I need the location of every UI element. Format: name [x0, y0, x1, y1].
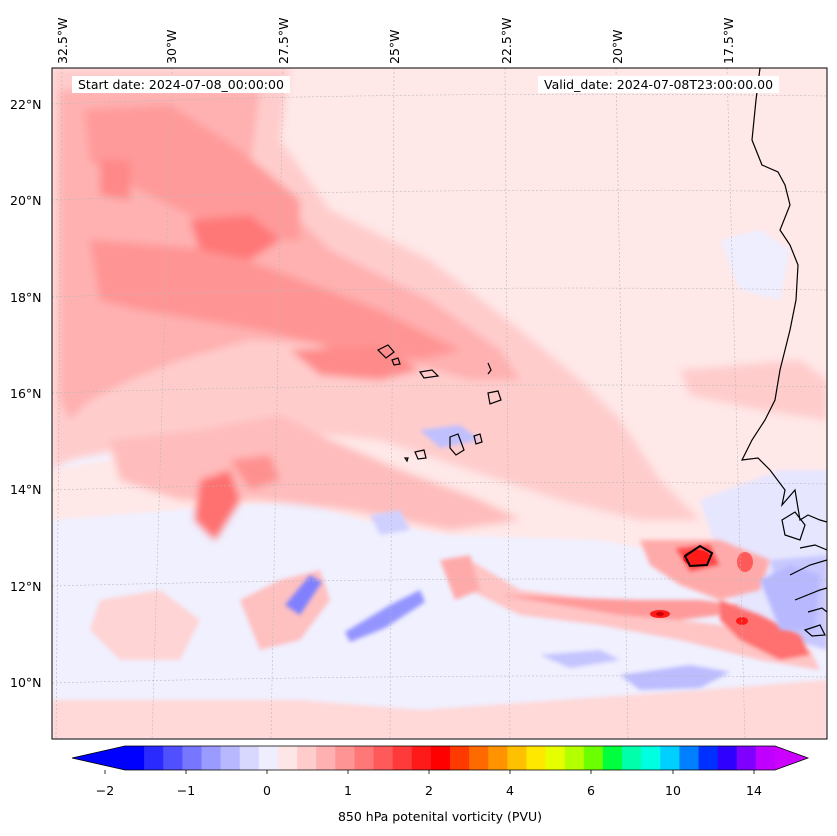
colorbar-swatch: [660, 746, 680, 770]
colorbar-swatch: [450, 746, 470, 770]
start-date-label: Start date: 2024-07-08_00:00:00: [72, 76, 290, 93]
colorbar-tick: 2: [425, 783, 433, 798]
colorbar-swatch: [736, 746, 757, 770]
colorbar-swatch: [258, 746, 279, 770]
colorbar-swatch: [526, 746, 547, 770]
colorbar-swatch: [430, 746, 451, 770]
lon-label-20w: 20°W: [610, 29, 625, 64]
colorbar-swatch: [392, 746, 413, 770]
colorbar-swatch: [373, 746, 394, 770]
colorbar-extend-max: [775, 746, 808, 770]
colorbar-swatch: [564, 746, 585, 770]
colorbar-swatch: [163, 746, 183, 770]
colorbar-tick: 6: [587, 783, 595, 798]
colorbar-tick: −1: [176, 783, 196, 798]
colorbar-swatch: [602, 746, 623, 770]
colorbar-tick: 1: [344, 783, 352, 798]
colorbar-swatch: [239, 746, 260, 770]
lon-label-32-5w: 32.5°W: [55, 17, 70, 64]
colorbar-tick: 0: [263, 783, 271, 798]
colorbar: [71, 745, 810, 774]
colorbar-outline: [71, 745, 810, 771]
lon-label-30w: 30°W: [164, 29, 179, 64]
lon-label-17-5w: 17.5°W: [721, 17, 736, 64]
map-frame: [51, 67, 828, 740]
lat-label-10n: 10°N: [10, 675, 42, 690]
colorbar-swatch: [507, 746, 527, 770]
high-pv-cells: [650, 550, 753, 625]
colorbar-swatch: [488, 746, 508, 770]
colorbar-swatch: [469, 746, 489, 770]
lon-label-22-5w: 22.5°W: [499, 17, 514, 64]
valid-date-label: Valid_date: 2024-07-08T23:00:00.00: [538, 76, 780, 93]
colorbar-title: 850 hPa potenital vorticity (PVU): [337, 809, 543, 824]
colorbar-swatch: [717, 746, 738, 770]
lat-label-14n: 14°N: [10, 482, 42, 497]
colorbar-tick: 4: [506, 783, 514, 798]
lon-label-25w: 25°W: [387, 29, 402, 64]
positive-pv-band: [52, 68, 827, 540]
colorbar-swatch: [641, 746, 661, 770]
lat-label-16n: 16°N: [10, 386, 42, 401]
colorbar-swatch: [316, 746, 336, 770]
southern-pv-streaks: [52, 540, 827, 739]
colorbar-swatch: [622, 746, 642, 770]
colorbar-swatch: [297, 746, 317, 770]
colorbar-swatch: [125, 746, 145, 770]
colorbar-swatch: [583, 746, 604, 770]
colorbar-swatch: [545, 746, 566, 770]
map-panel: [52, 68, 827, 739]
colorbar-tick: 14: [746, 783, 762, 798]
lat-label-22n: 22°N: [10, 97, 42, 112]
colorbar-swatch: [144, 746, 164, 770]
lat-label-20n: 20°N: [10, 193, 42, 208]
colorbar-tick: 10: [665, 783, 681, 798]
colorbar-swatch: [354, 746, 375, 770]
colorbar-extend-min: [72, 746, 125, 770]
lat-label-12n: 12°N: [10, 579, 42, 594]
colorbar-swatch: [411, 746, 432, 770]
colorbar-swatch: [182, 746, 202, 770]
colorbar-tick: −2: [95, 783, 115, 798]
colorbar-swatch: [335, 746, 355, 770]
colorbar-swatch: [679, 746, 700, 770]
colorbar-swatch: [220, 746, 241, 770]
colorbar-swatch: [755, 746, 776, 770]
lat-label-18n: 18°N: [10, 290, 42, 305]
colorbar-swatch: [698, 746, 719, 770]
coastlines: [376, 68, 827, 637]
colorbar-swatch: [201, 746, 222, 770]
graticule: [52, 68, 827, 739]
lon-label-27-5w: 27.5°W: [276, 17, 291, 64]
colorbar-swatch: [277, 746, 298, 770]
